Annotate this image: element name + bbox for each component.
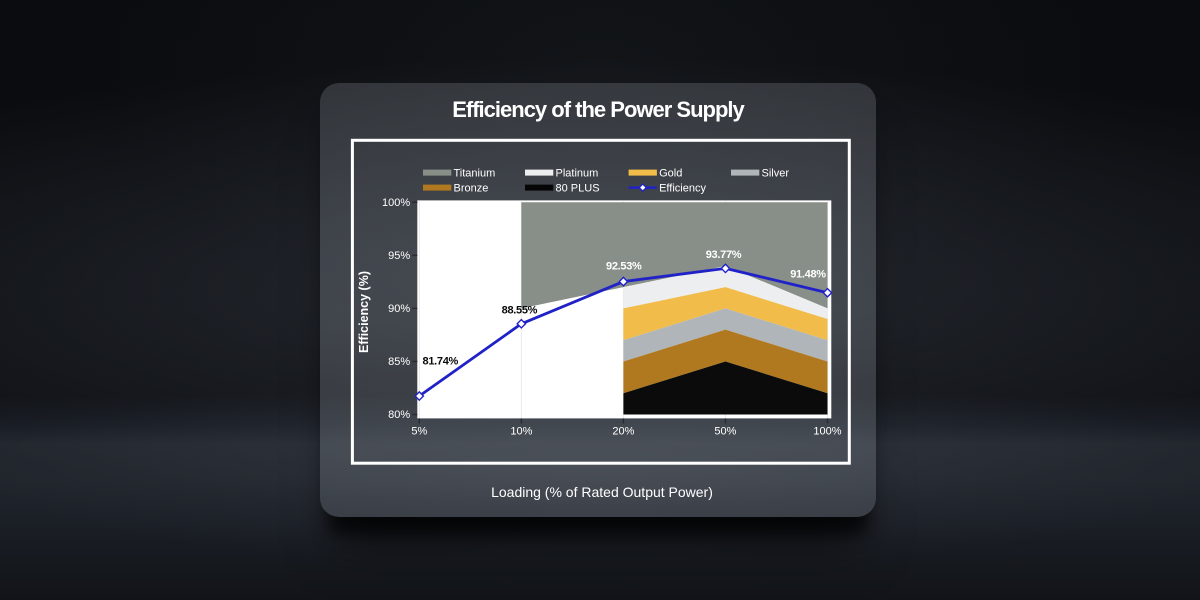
svg-text:88.55%: 88.55% — [502, 305, 538, 317]
svg-text:50%: 50% — [714, 426, 736, 438]
svg-text:85%: 85% — [388, 356, 410, 368]
svg-text:100%: 100% — [813, 426, 841, 438]
svg-text:Platinum: Platinum — [556, 168, 599, 180]
svg-text:Efficiency: Efficiency — [659, 183, 706, 195]
svg-text:5%: 5% — [411, 426, 427, 438]
svg-text:91.48%: 91.48% — [790, 268, 826, 280]
svg-text:80 PLUS: 80 PLUS — [556, 183, 600, 195]
svg-text:80%: 80% — [388, 409, 410, 421]
svg-text:100%: 100% — [382, 197, 410, 209]
svg-text:95%: 95% — [388, 250, 410, 262]
svg-text:20%: 20% — [612, 426, 634, 438]
svg-text:Gold: Gold — [659, 168, 682, 180]
svg-text:90%: 90% — [388, 303, 410, 315]
svg-text:Bronze: Bronze — [454, 183, 489, 195]
svg-text:93.77%: 93.77% — [706, 249, 742, 261]
svg-text:92.53%: 92.53% — [606, 260, 642, 272]
svg-text:10%: 10% — [510, 426, 532, 438]
svg-text:81.74%: 81.74% — [423, 355, 459, 367]
svg-text:Efficiency (%): Efficiency (%) — [357, 271, 371, 353]
svg-text:Silver: Silver — [762, 168, 790, 180]
svg-text:Titanium: Titanium — [454, 168, 496, 180]
